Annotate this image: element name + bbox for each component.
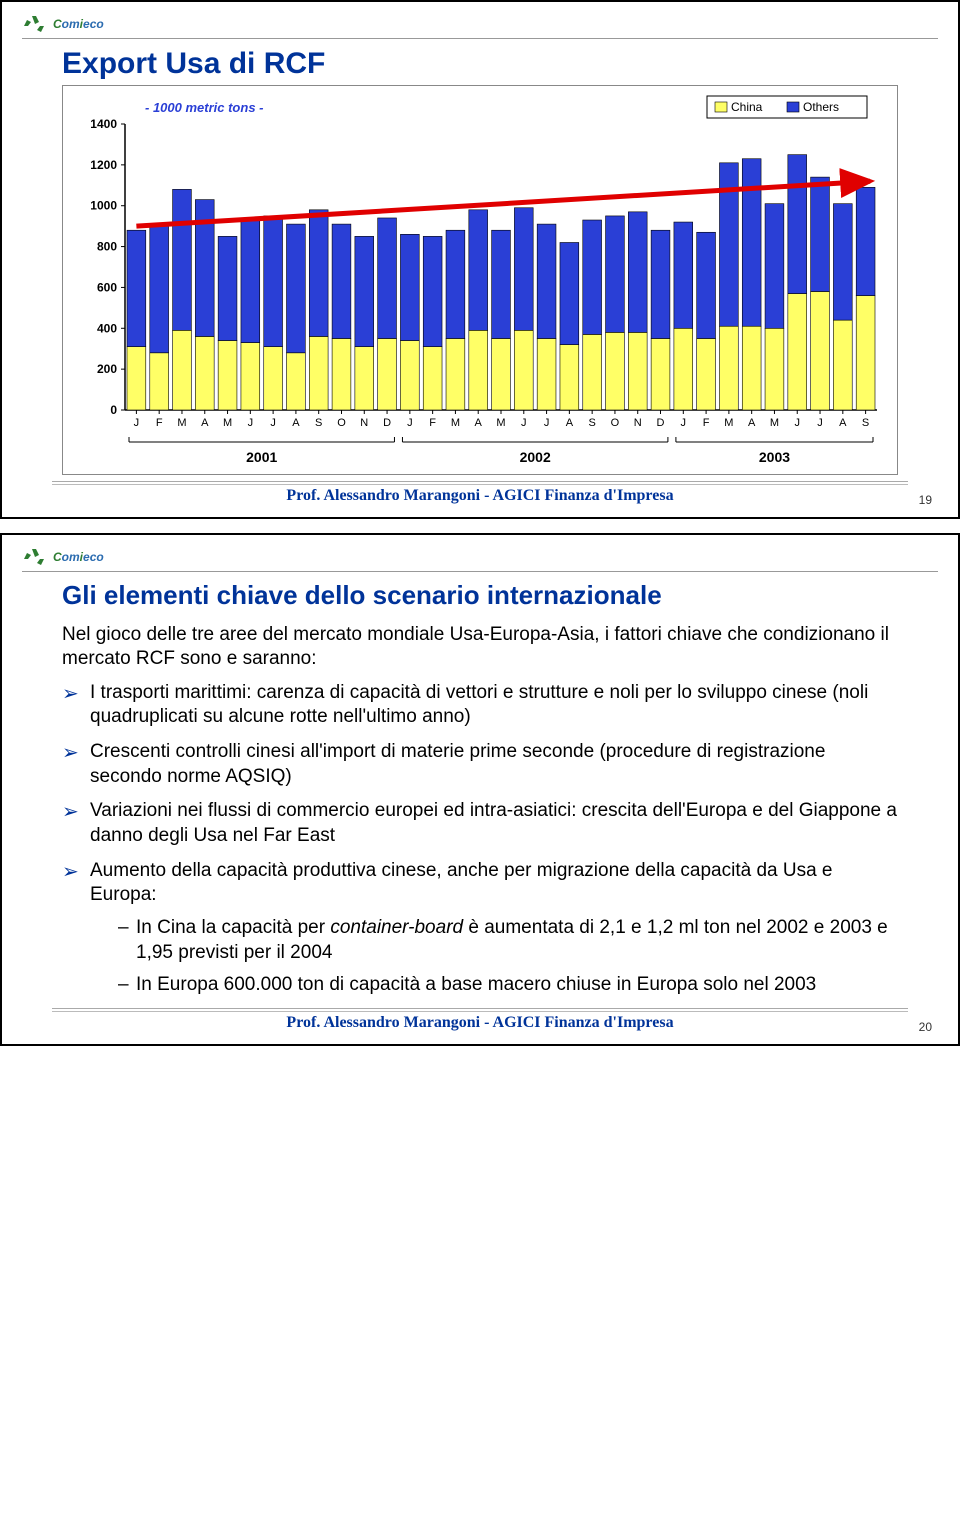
- intro-paragraph: Nel gioco delle tre aree del mercato mon…: [62, 623, 898, 671]
- header-logo: Comieco: [22, 545, 938, 569]
- footer-divider: [52, 1008, 908, 1009]
- svg-text:A: A: [748, 417, 756, 429]
- sub-bullet-item: In Cina la capacità per container-board …: [118, 916, 898, 965]
- logo-text: Comieco: [53, 550, 104, 564]
- svg-text:A: A: [201, 417, 209, 429]
- svg-text:- 1000 metric tons -: - 1000 metric tons -: [145, 100, 264, 115]
- svg-text:1000: 1000: [90, 199, 117, 213]
- svg-text:F: F: [429, 417, 436, 429]
- slide-1: CComiecoomieco Export Usa di RCF 0 200 400…: [0, 0, 960, 519]
- svg-text:J: J: [134, 417, 140, 429]
- svg-text:N: N: [360, 417, 368, 429]
- footer-divider-2: [52, 1011, 908, 1012]
- page-number: 20: [919, 1020, 932, 1034]
- svg-text:O: O: [611, 417, 620, 429]
- svg-text:M: M: [496, 417, 505, 429]
- svg-text:J: J: [407, 417, 413, 429]
- svg-text:M: M: [451, 417, 460, 429]
- svg-text:J: J: [817, 417, 823, 429]
- svg-text:J: J: [248, 417, 254, 429]
- svg-text:A: A: [292, 417, 300, 429]
- svg-text:2002: 2002: [520, 449, 551, 465]
- svg-text:M: M: [177, 417, 186, 429]
- svg-text:J: J: [270, 417, 276, 429]
- svg-text:A: A: [566, 417, 574, 429]
- svg-text:S: S: [862, 417, 869, 429]
- svg-text:200: 200: [97, 362, 117, 376]
- logo-text: CComiecoomieco: [53, 17, 104, 31]
- svg-text:2003: 2003: [759, 449, 790, 465]
- footer-divider: [52, 481, 908, 482]
- svg-text:2001: 2001: [246, 449, 277, 465]
- svg-text:O: O: [337, 417, 346, 429]
- slide-title: Gli elementi chiave dello scenario inter…: [62, 580, 938, 611]
- svg-text:400: 400: [97, 321, 117, 335]
- bullet-item: Variazioni nei flussi di commercio europ…: [62, 799, 898, 848]
- header-divider: [22, 38, 938, 39]
- sub-bullet-item: In Europa 600.000 ton di capacità a base…: [118, 973, 898, 998]
- svg-text:A: A: [839, 417, 847, 429]
- svg-text:1200: 1200: [90, 158, 117, 172]
- svg-text:Others: Others: [803, 100, 839, 114]
- svg-text:M: M: [770, 417, 779, 429]
- svg-text:S: S: [315, 417, 322, 429]
- svg-text:J: J: [794, 417, 800, 429]
- bullet-list: I trasporti marittimi: carenza di capaci…: [62, 681, 898, 999]
- bullet-item: I trasporti marittimi: carenza di capaci…: [62, 681, 898, 730]
- footer-divider-2: [52, 484, 908, 485]
- svg-text:600: 600: [97, 280, 117, 294]
- svg-text:S: S: [588, 417, 595, 429]
- footer-text: Prof. Alessandro Marangoni - AGICI Finan…: [286, 1014, 673, 1032]
- header-divider: [22, 571, 938, 572]
- slide-2: Comieco Gli elementi chiave dello scenar…: [0, 533, 960, 1046]
- svg-text:J: J: [521, 417, 527, 429]
- bullet-item: Crescenti controlli cinesi all'import di…: [62, 740, 898, 789]
- svg-text:D: D: [383, 417, 391, 429]
- svg-text:F: F: [703, 417, 710, 429]
- recycle-icon: [22, 12, 50, 36]
- chart-container: 0 200 400 600 800 1000 1200 1400 J F M A M J J A S O N D J F M…: [62, 85, 898, 475]
- bullet-item: Aumento della capacità produttiva cinese…: [62, 859, 898, 998]
- svg-text:M: M: [724, 417, 733, 429]
- svg-text:N: N: [634, 417, 642, 429]
- footer-text: Prof. Alessandro Marangoni - AGICI Finan…: [286, 487, 673, 505]
- svg-text:F: F: [156, 417, 163, 429]
- svg-text:A: A: [475, 417, 483, 429]
- slide-title: Export Usa di RCF: [62, 47, 938, 81]
- svg-text:1400: 1400: [90, 117, 117, 131]
- header-logo: CComiecoomieco: [22, 12, 938, 36]
- svg-text:D: D: [657, 417, 665, 429]
- svg-text:M: M: [223, 417, 232, 429]
- page-number: 19: [919, 493, 932, 507]
- svg-text:800: 800: [97, 240, 117, 254]
- svg-text:J: J: [544, 417, 550, 429]
- recycle-icon: [22, 545, 50, 569]
- svg-text:J: J: [681, 417, 687, 429]
- svg-text:0: 0: [110, 403, 117, 417]
- export-chart: 0 200 400 600 800 1000 1200 1400 J F M A M J J A S O N D J F M…: [67, 90, 887, 470]
- svg-text:China: China: [731, 100, 763, 114]
